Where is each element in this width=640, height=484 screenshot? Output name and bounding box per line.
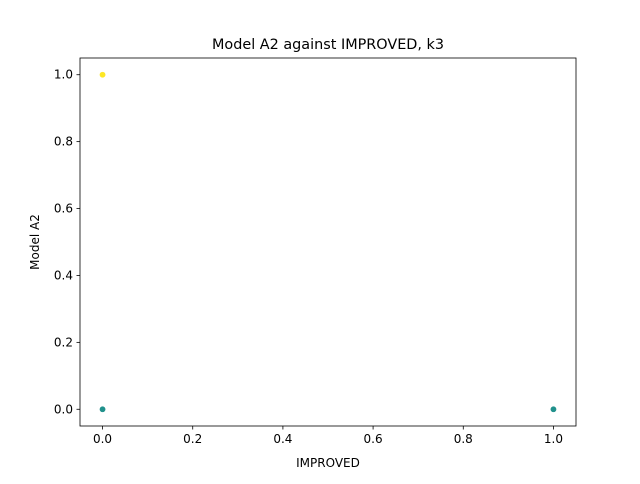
x-tick-label: 0.0 [93, 432, 112, 446]
data-points [99, 71, 557, 413]
y-tick-label: 0.4 [54, 268, 73, 282]
data-point [99, 406, 106, 413]
x-tick-label: 0.8 [454, 432, 473, 446]
y-tick-label: 0.0 [54, 402, 73, 416]
y-tick-label: 1.0 [54, 68, 73, 82]
y-axis-ticks: 0.0 0.2 0.4 0.6 0.8 1.0 [54, 68, 80, 416]
x-tick-label: 1.0 [544, 432, 563, 446]
chart-title: Model A2 against IMPROVED, k3 [212, 37, 444, 53]
plot-area [80, 58, 576, 426]
y-axis-label: Model A2 [28, 214, 42, 270]
x-tick-label: 0.6 [364, 432, 383, 446]
data-point [550, 406, 557, 413]
x-tick-label: 0.4 [273, 432, 292, 446]
x-axis-ticks: 0.0 0.2 0.4 0.6 0.8 1.0 [93, 426, 563, 446]
y-tick-label: 0.8 [54, 135, 73, 149]
data-point [99, 71, 106, 78]
x-axis-label: IMPROVED [296, 456, 360, 470]
y-tick-label: 0.6 [54, 202, 73, 216]
plot-frame [79, 57, 577, 427]
x-tick-label: 0.2 [183, 432, 202, 446]
y-tick-label: 0.2 [54, 335, 73, 349]
